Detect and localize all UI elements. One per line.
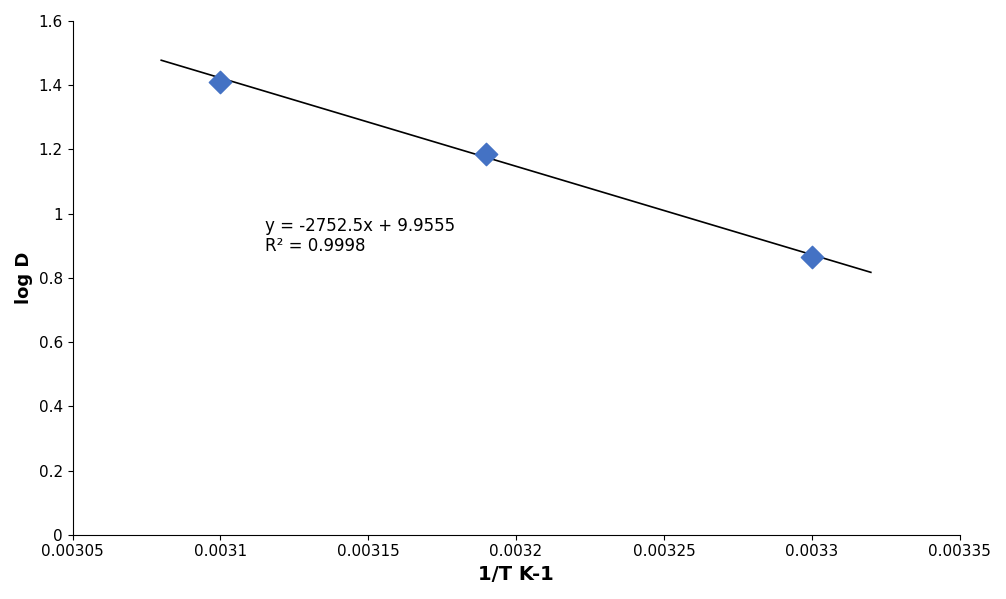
Y-axis label: log D: log D (15, 252, 33, 304)
Point (479, 150, 495, 159)
Point (804, 252, 820, 262)
X-axis label: 1/T K-1: 1/T K-1 (478, 565, 554, 584)
Text: y = -2752.5x + 9.9555
R² = 0.9998: y = -2752.5x + 9.9555 R² = 0.9998 (265, 217, 455, 255)
Point (212, 77, 228, 87)
